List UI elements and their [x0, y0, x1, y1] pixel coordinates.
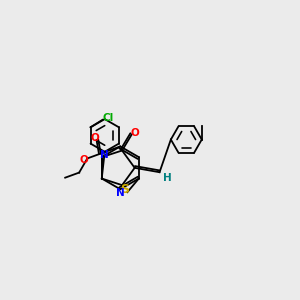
Text: Cl: Cl [103, 113, 114, 123]
Text: H: H [163, 172, 171, 183]
Text: O: O [80, 155, 88, 165]
Text: N: N [116, 188, 125, 198]
Text: S: S [121, 183, 130, 196]
Text: N: N [100, 150, 109, 160]
Text: O: O [130, 128, 139, 138]
Text: O: O [90, 133, 99, 143]
